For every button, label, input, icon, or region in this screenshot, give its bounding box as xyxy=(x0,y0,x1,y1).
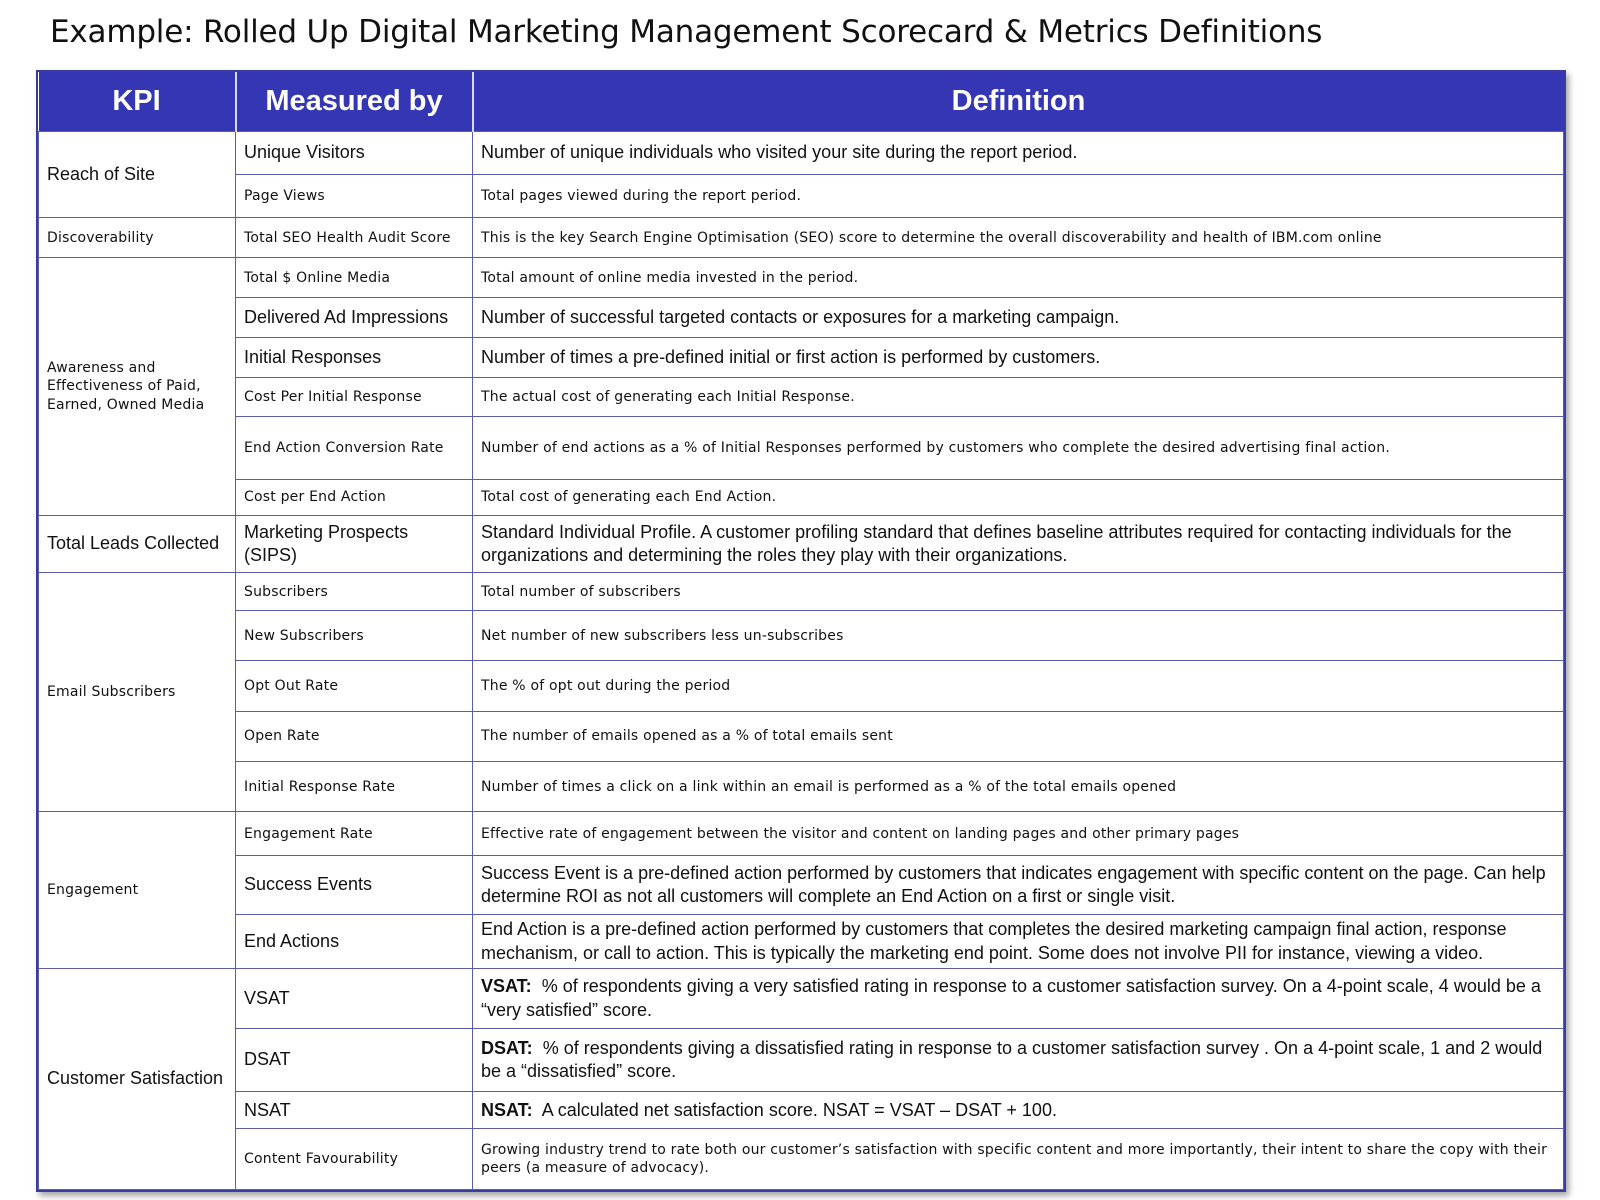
table-row: Initial Responses Number of times a pre-… xyxy=(39,337,1564,379)
header-row: KPI Measured by Definition xyxy=(38,72,1564,132)
table-row: Opt Out Rate The % of opt out during the… xyxy=(39,660,1564,712)
measure-cell: End Action Conversion Rate xyxy=(235,416,473,480)
table-row: End Actions End Action is a pre-defined … xyxy=(39,913,1564,970)
table-row: Discoverability Total SEO Health Audit S… xyxy=(38,217,1564,259)
definition-text: A calculated net satisfaction score. NSA… xyxy=(541,1099,1057,1120)
measure-cell: NSAT xyxy=(235,1091,473,1130)
page-title: Example: Rolled Up Digital Marketing Man… xyxy=(50,14,1323,50)
measure-cell: DSAT xyxy=(235,1027,473,1093)
definition-cell: Total number of subscribers xyxy=(472,572,1564,612)
table-row: NSAT NSAT: A calculated net satisfaction… xyxy=(39,1091,1564,1130)
measure-cell: Initial Response Rate xyxy=(235,760,473,813)
definition-cell: Standard Individual Profile. A customer … xyxy=(472,514,1564,574)
definition-cell: Total pages viewed during the report per… xyxy=(472,174,1564,219)
measure-cell: Content Favourability xyxy=(235,1128,473,1190)
measure-cell: VSAT xyxy=(235,968,473,1029)
measure-cell: Success Events xyxy=(235,855,473,915)
definition-cell: VSAT: % of respondents giving a very sat… xyxy=(472,968,1564,1029)
definition-term: VSAT: xyxy=(481,976,532,997)
table-row: Reach of Site Unique Visitors Number of … xyxy=(38,130,1564,219)
table-row: Cost per End Action Total cost of genera… xyxy=(39,478,1564,516)
definition-cell: Number of times a pre-defined initial or… xyxy=(472,337,1564,379)
table-row: Customer Satisfaction VSAT VSAT: % of re… xyxy=(38,968,1564,1190)
definition-cell: Net number of new subscribers less un-su… xyxy=(472,610,1564,662)
table-row: Page Views Total pages viewed during the… xyxy=(39,174,1564,219)
definition-cell: Growing industry trend to rate both our … xyxy=(472,1128,1564,1190)
column-header-kpi: KPI xyxy=(38,72,237,132)
table-row: Open Rate The number of emails opened as… xyxy=(39,710,1564,763)
measure-cell: Engagement Rate xyxy=(235,811,473,857)
definition-cell: This is the key Search Engine Optimisati… xyxy=(472,217,1564,259)
measure-cell: Subscribers xyxy=(235,572,473,612)
definition-cell: Number of unique individuals who visited… xyxy=(472,130,1564,176)
table-row: Total Leads Collected Marketing Prospect… xyxy=(38,514,1564,574)
definition-cell: Success Event is a pre-defined action pe… xyxy=(472,855,1564,915)
definition-cell: DSAT: % of respondents giving a dissatis… xyxy=(472,1027,1564,1093)
scorecard-table: KPI Measured by Definition Reach of Site… xyxy=(36,70,1566,1192)
table-row: Initial Response Rate Number of times a … xyxy=(39,760,1564,813)
table-row: Email Subscribers Subscribers Total numb… xyxy=(38,572,1564,813)
definition-cell: The % of opt out during the period xyxy=(472,660,1564,712)
kpi-cell: Engagement xyxy=(38,811,236,970)
table-row: Engagement Engagement Rate Effective rat… xyxy=(38,811,1564,970)
measure-cell: Cost Per Initial Response xyxy=(235,377,473,418)
table-row: End Action Conversion Rate Number of end… xyxy=(39,416,1564,480)
definition-cell: Number of end actions as a % of Initial … xyxy=(472,416,1564,480)
kpi-cell: Reach of Site xyxy=(38,130,236,219)
definition-cell: Total cost of generating each End Action… xyxy=(472,478,1564,516)
table-row: Cost Per Initial Response The actual cos… xyxy=(39,377,1564,418)
definition-text: % of respondents giving a very satisfied… xyxy=(481,976,1541,1020)
definition-cell: The number of emails opened as a % of to… xyxy=(472,710,1564,763)
definition-cell: Effective rate of engagement between the… xyxy=(472,811,1564,857)
table-row: Delivered Ad Impressions Number of succe… xyxy=(39,297,1564,339)
measure-cell: Initial Responses xyxy=(235,337,473,379)
kpi-cell: Total Leads Collected xyxy=(38,514,236,574)
definition-cell: Number of times a click on a link within… xyxy=(472,760,1564,813)
definition-cell: End Action is a pre-defined action perfo… xyxy=(472,913,1564,970)
measure-cell: Opt Out Rate xyxy=(235,660,473,712)
definition-cell: Total amount of online media invested in… xyxy=(472,257,1564,299)
measure-cell: New Subscribers xyxy=(235,610,473,662)
definition-cell: NSAT: A calculated net satisfaction scor… xyxy=(472,1091,1564,1130)
kpi-cell: Customer Satisfaction xyxy=(38,968,236,1190)
definition-text: % of respondents giving a dissatisfied r… xyxy=(481,1037,1543,1082)
definition-term: NSAT: xyxy=(481,1099,533,1120)
table-row: DSAT DSAT: % of respondents giving a dis… xyxy=(39,1027,1564,1093)
measure-cell: Marketing Prospects (SIPS) xyxy=(235,514,473,574)
table-row: Success Events Success Event is a pre-de… xyxy=(39,855,1564,915)
kpi-cell: Email Subscribers xyxy=(38,572,236,813)
kpi-cell: Discoverability xyxy=(38,217,236,259)
column-header-definition: Definition xyxy=(472,72,1564,132)
measure-cell: Delivered Ad Impressions xyxy=(235,297,473,339)
definition-cell: Number of successful targeted contacts o… xyxy=(472,297,1564,339)
measure-cell: Cost per End Action xyxy=(235,478,473,516)
table-row: Content Favourability Growing industry t… xyxy=(39,1128,1564,1190)
measure-cell: Open Rate xyxy=(235,710,473,763)
measure-cell: Page Views xyxy=(235,174,473,219)
measure-cell: Unique Visitors xyxy=(235,130,473,176)
column-header-measured-by: Measured by xyxy=(235,72,474,132)
kpi-cell: Awareness and Effectiveness of Paid, Ear… xyxy=(38,257,236,516)
measure-cell: Total SEO Health Audit Score xyxy=(235,217,473,259)
table-row: Awareness and Effectiveness of Paid, Ear… xyxy=(38,257,1564,516)
table-row: New Subscribers Net number of new subscr… xyxy=(39,610,1564,662)
definition-cell: The actual cost of generating each Initi… xyxy=(472,377,1564,418)
definition-term: DSAT: xyxy=(481,1037,533,1058)
measure-cell: Total $ Online Media xyxy=(235,257,473,299)
measure-cell: End Actions xyxy=(235,913,473,970)
